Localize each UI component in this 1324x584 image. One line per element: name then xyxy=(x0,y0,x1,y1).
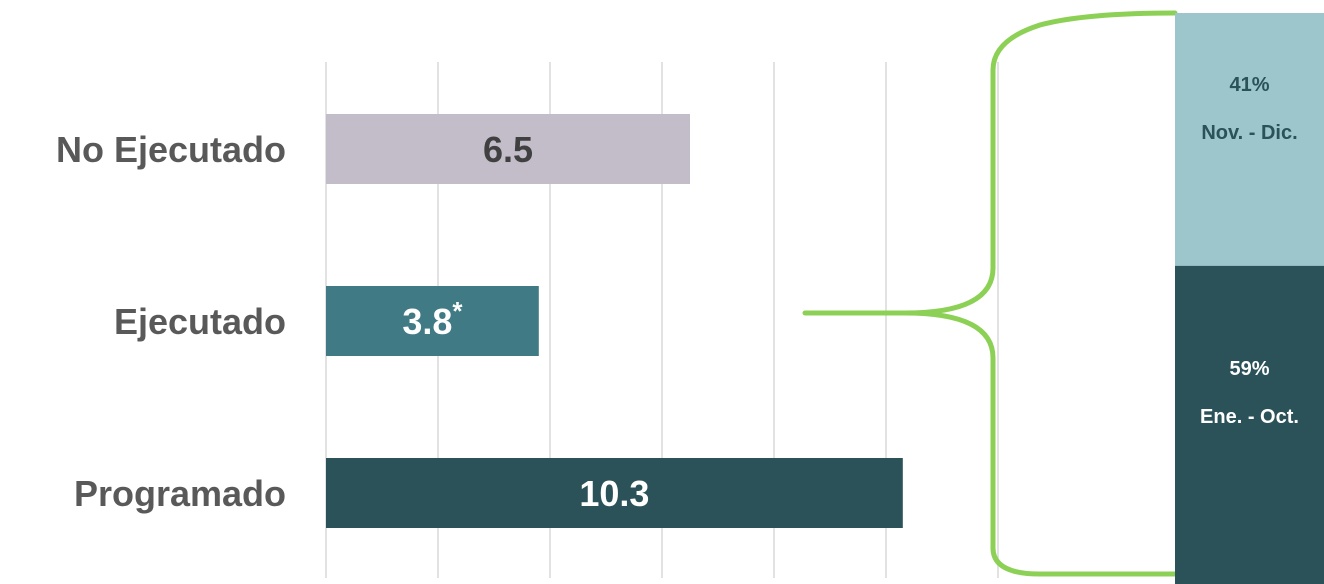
bar xyxy=(326,286,539,356)
data-label: 6.5 xyxy=(483,129,533,170)
category-label: No Ejecutado xyxy=(56,129,286,170)
bar-series: 6.53.8*10.3 xyxy=(326,114,903,528)
segment-period-label: Ene. - Oct. xyxy=(1200,406,1299,428)
bar xyxy=(326,114,690,184)
category-label: Programado xyxy=(74,473,286,514)
bar xyxy=(326,458,903,528)
segment-period-label: Nov. - Dic. xyxy=(1201,122,1297,144)
footnote-marker: * xyxy=(452,296,463,326)
stack-segment xyxy=(1175,265,1324,584)
category-labels: No Ejecutado Ejecutado Programado xyxy=(56,129,286,514)
segment-percent-label: 41% xyxy=(1229,74,1269,96)
segment-percent-label: 59% xyxy=(1229,358,1269,380)
data-label: 10.3 xyxy=(579,473,649,514)
category-label: Ejecutado xyxy=(114,301,286,342)
bracket-connector xyxy=(802,10,1178,577)
stack-segment xyxy=(1175,13,1324,266)
stacked-breakdown: 41% Nov. - Dic. 59% Ene. - Oct. xyxy=(1175,13,1324,584)
